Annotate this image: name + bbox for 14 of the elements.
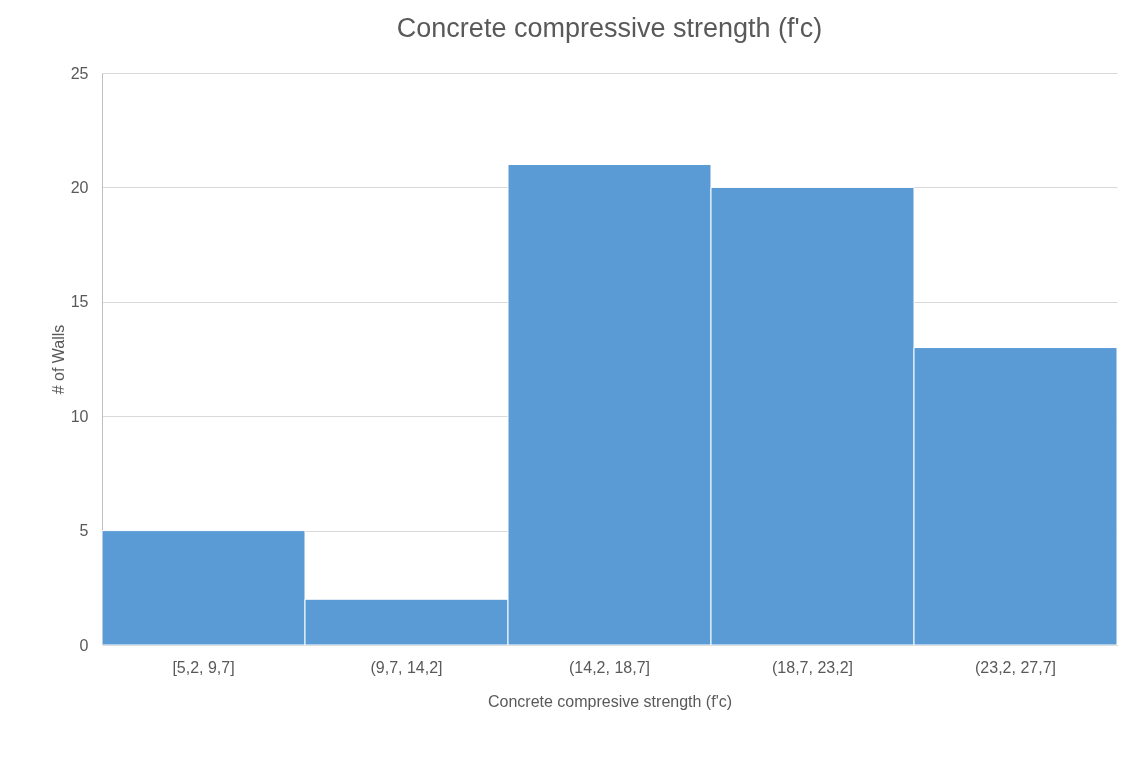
x-tick-label: (14,2, 18,7]: [569, 658, 650, 676]
y-axis-title: # of Walls: [49, 324, 67, 395]
y-tick-label: 20: [70, 178, 89, 196]
chart-title: Concrete compressive strength (f'c): [396, 13, 823, 43]
x-tick-label: (9,7, 14,2]: [370, 658, 443, 676]
x-tick-label: (23,2, 27,7]: [975, 658, 1056, 676]
y-tick-label: 0: [79, 636, 89, 654]
y-tick-label: 25: [70, 64, 89, 82]
y-tick-label: 5: [79, 522, 89, 540]
y-tick-label: 10: [70, 407, 89, 425]
y-tick-label: 15: [70, 293, 89, 311]
x-tick-label: [5,2, 9,7]: [172, 658, 235, 676]
x-axis-title: Concrete compresive strength (f'c): [487, 692, 733, 710]
x-tick-label: (18,7, 23,2]: [772, 658, 853, 676]
